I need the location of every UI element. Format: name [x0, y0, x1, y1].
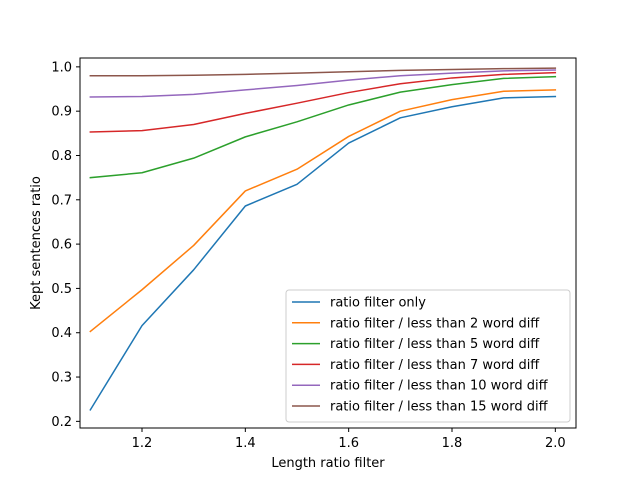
x-tick-label: 2.0	[545, 436, 566, 451]
legend-entry-label: ratio filter / less than 2 word diff	[330, 316, 540, 331]
legend: ratio filter only ratio filter / less tha…	[285, 289, 571, 423]
legend-entry-label: ratio filter / less than 15 word diff	[330, 400, 549, 415]
y-axis-ticks: 0.2 0.3 0.4 0.5 0.6 0.7 0.8 0.9 1.0	[51, 60, 80, 430]
y-tick-label: 0.4	[51, 326, 72, 341]
x-axis-ticks: 1.2 1.4 1.6 1.8 2.0	[132, 428, 566, 451]
series-line-1	[89, 95, 557, 411]
x-tick-label: 1.6	[338, 436, 359, 451]
y-tick-label: 1.0	[51, 60, 72, 75]
legend-entry-label: ratio filter only	[330, 296, 426, 311]
legend-entry-label: ratio filter / less than 10 word diff	[330, 379, 549, 394]
y-tick-label: 0.9	[51, 105, 72, 120]
series-line-6	[89, 67, 557, 77]
y-tick-label: 0.5	[51, 282, 72, 297]
plot-frame	[79, 57, 577, 429]
y-tick-label: 0.2	[51, 415, 72, 430]
series-line-2	[89, 89, 557, 333]
legend-entry-label: ratio filter / less than 5 word diff	[330, 337, 540, 352]
x-tick-label: 1.2	[132, 436, 153, 451]
series-line-4	[89, 71, 557, 133]
x-axis-label: Length ratio filter	[271, 456, 385, 471]
y-axis-label: Kept sentences ratio	[29, 176, 44, 310]
y-tick-label: 0.3	[51, 371, 72, 386]
y-tick-label: 0.7	[51, 193, 72, 208]
x-tick-label: 1.8	[442, 436, 463, 451]
series-line-3	[89, 75, 557, 179]
legend-box	[285, 289, 571, 423]
x-tick-label: 1.4	[235, 436, 256, 451]
y-tick-label: 0.6	[51, 238, 72, 253]
series-line-5	[89, 69, 557, 98]
legend-entry-label: ratio filter / less than 7 word diff	[330, 358, 540, 373]
y-tick-label: 0.8	[51, 149, 72, 164]
lines-layer	[89, 67, 557, 411]
